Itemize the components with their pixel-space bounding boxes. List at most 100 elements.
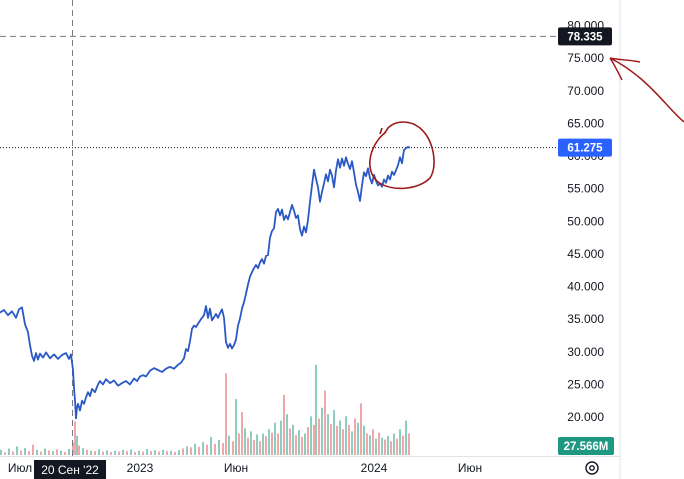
- volume-bar: [162, 449, 164, 455]
- price-axis: 80.00075.00070.00065.00060.00055.00050.0…: [567, 19, 604, 425]
- price-tick-label: 35.000: [567, 312, 604, 326]
- volume-bar: [90, 450, 92, 455]
- volume-bar: [280, 420, 282, 455]
- volume-bar: [76, 435, 78, 455]
- volume-bar: [307, 427, 309, 455]
- last-price-badge: 61.275: [558, 138, 612, 157]
- volume-bar: [74, 421, 76, 455]
- volume-bar: [256, 434, 258, 455]
- annotation-arrow: [609, 57, 684, 123]
- volume-bar: [206, 444, 208, 455]
- volume-bar: [318, 418, 320, 455]
- volume-bar: [36, 449, 38, 455]
- volume-bar: [342, 429, 344, 455]
- volume-bar: [363, 425, 365, 455]
- volume-bar: [186, 446, 188, 455]
- price-tick-label: 30.000: [567, 345, 604, 359]
- volume-bar: [0, 449, 2, 455]
- volume-bar: [372, 429, 374, 455]
- volume-bar: [378, 432, 380, 455]
- volume-bar: [315, 364, 317, 455]
- crosshair-date-label: 20 Сен '22: [41, 463, 99, 477]
- price-tick-label: 75.000: [567, 51, 604, 65]
- volume-bar: [138, 450, 140, 455]
- volume-bar: [44, 448, 46, 455]
- crosshair-price-badge: 78.335: [558, 27, 612, 46]
- volume-bar: [178, 450, 180, 455]
- volume-bar: [56, 449, 58, 455]
- volume-bar: [399, 429, 401, 455]
- volume-bar: [336, 425, 338, 455]
- volume-bar: [182, 448, 184, 455]
- last-price-badge-bg: [558, 138, 612, 157]
- volume-bar: [354, 418, 356, 455]
- volume-bar: [360, 403, 362, 455]
- gear-icon[interactable]: [585, 461, 599, 475]
- volume-bar: [259, 441, 261, 455]
- volume-bar: [405, 420, 407, 455]
- volume-bar: [214, 443, 216, 455]
- volume-bar: [228, 435, 230, 455]
- volume-bar: [283, 394, 285, 455]
- time-tick-label: Июн: [224, 461, 248, 475]
- crosshair-price-label: 78.335: [567, 31, 603, 43]
- volume-bar: [313, 424, 315, 455]
- price-tick-label: 50.000: [567, 214, 604, 228]
- volume-bar: [102, 451, 104, 455]
- volume-bar: [154, 450, 156, 455]
- volume-bar: [126, 451, 128, 455]
- price-line: [0, 146, 411, 420]
- volume-bar: [295, 435, 297, 455]
- volume-bar: [24, 448, 26, 455]
- volume-bar: [393, 433, 395, 455]
- volume-bar: [40, 451, 42, 455]
- volume-bar: [170, 450, 172, 455]
- volume-bar: [48, 450, 50, 455]
- volume-bar: [408, 433, 410, 455]
- price-tick-label: 20.000: [567, 410, 604, 424]
- volume-bar: [198, 446, 200, 455]
- volume-bar: [218, 439, 220, 455]
- volume-bar: [232, 441, 234, 455]
- volume-bar: [327, 414, 329, 455]
- volume-bar: [4, 452, 6, 455]
- volume-bar: [60, 450, 62, 455]
- volume-bar: [301, 436, 303, 455]
- volume-bar: [150, 451, 152, 455]
- volume-bar: [247, 437, 249, 455]
- hand-drawn-annotation: [369, 57, 684, 190]
- volume-badge-bg: [558, 437, 614, 455]
- last-price-label: 61.275: [567, 143, 603, 155]
- volume-bar: [194, 443, 196, 455]
- volume-bar: [381, 437, 383, 455]
- volume-bar: [238, 433, 240, 455]
- volume-bar: [265, 436, 267, 455]
- volume-bar: [390, 441, 392, 455]
- time-tick-label: 2023: [127, 461, 154, 475]
- volume-bar: [369, 435, 371, 455]
- volume-bar: [387, 436, 389, 455]
- volume-bar: [146, 448, 148, 455]
- volume-bar: [384, 439, 386, 455]
- volume-bar: [32, 444, 34, 455]
- volume-bar: [375, 438, 377, 455]
- volume-bars: [0, 364, 410, 455]
- volume-bar: [345, 416, 347, 455]
- volume-bar: [241, 412, 243, 455]
- time-tick-label: 2024: [361, 461, 388, 475]
- volume-bar: [351, 431, 353, 455]
- volume-bar: [250, 431, 252, 455]
- volume-bar: [357, 422, 359, 455]
- volume-bar: [253, 439, 255, 455]
- volume-bar: [68, 448, 70, 455]
- volume-bar: [289, 428, 291, 455]
- volume-bar: [98, 449, 100, 455]
- volume-bar: [106, 450, 108, 455]
- volume-bar: [166, 451, 168, 455]
- volume-bar: [333, 409, 335, 455]
- volume-bar: [82, 448, 84, 455]
- volume-bar: [366, 433, 368, 455]
- volume-bar: [277, 433, 279, 455]
- volume-bar: [78, 445, 80, 455]
